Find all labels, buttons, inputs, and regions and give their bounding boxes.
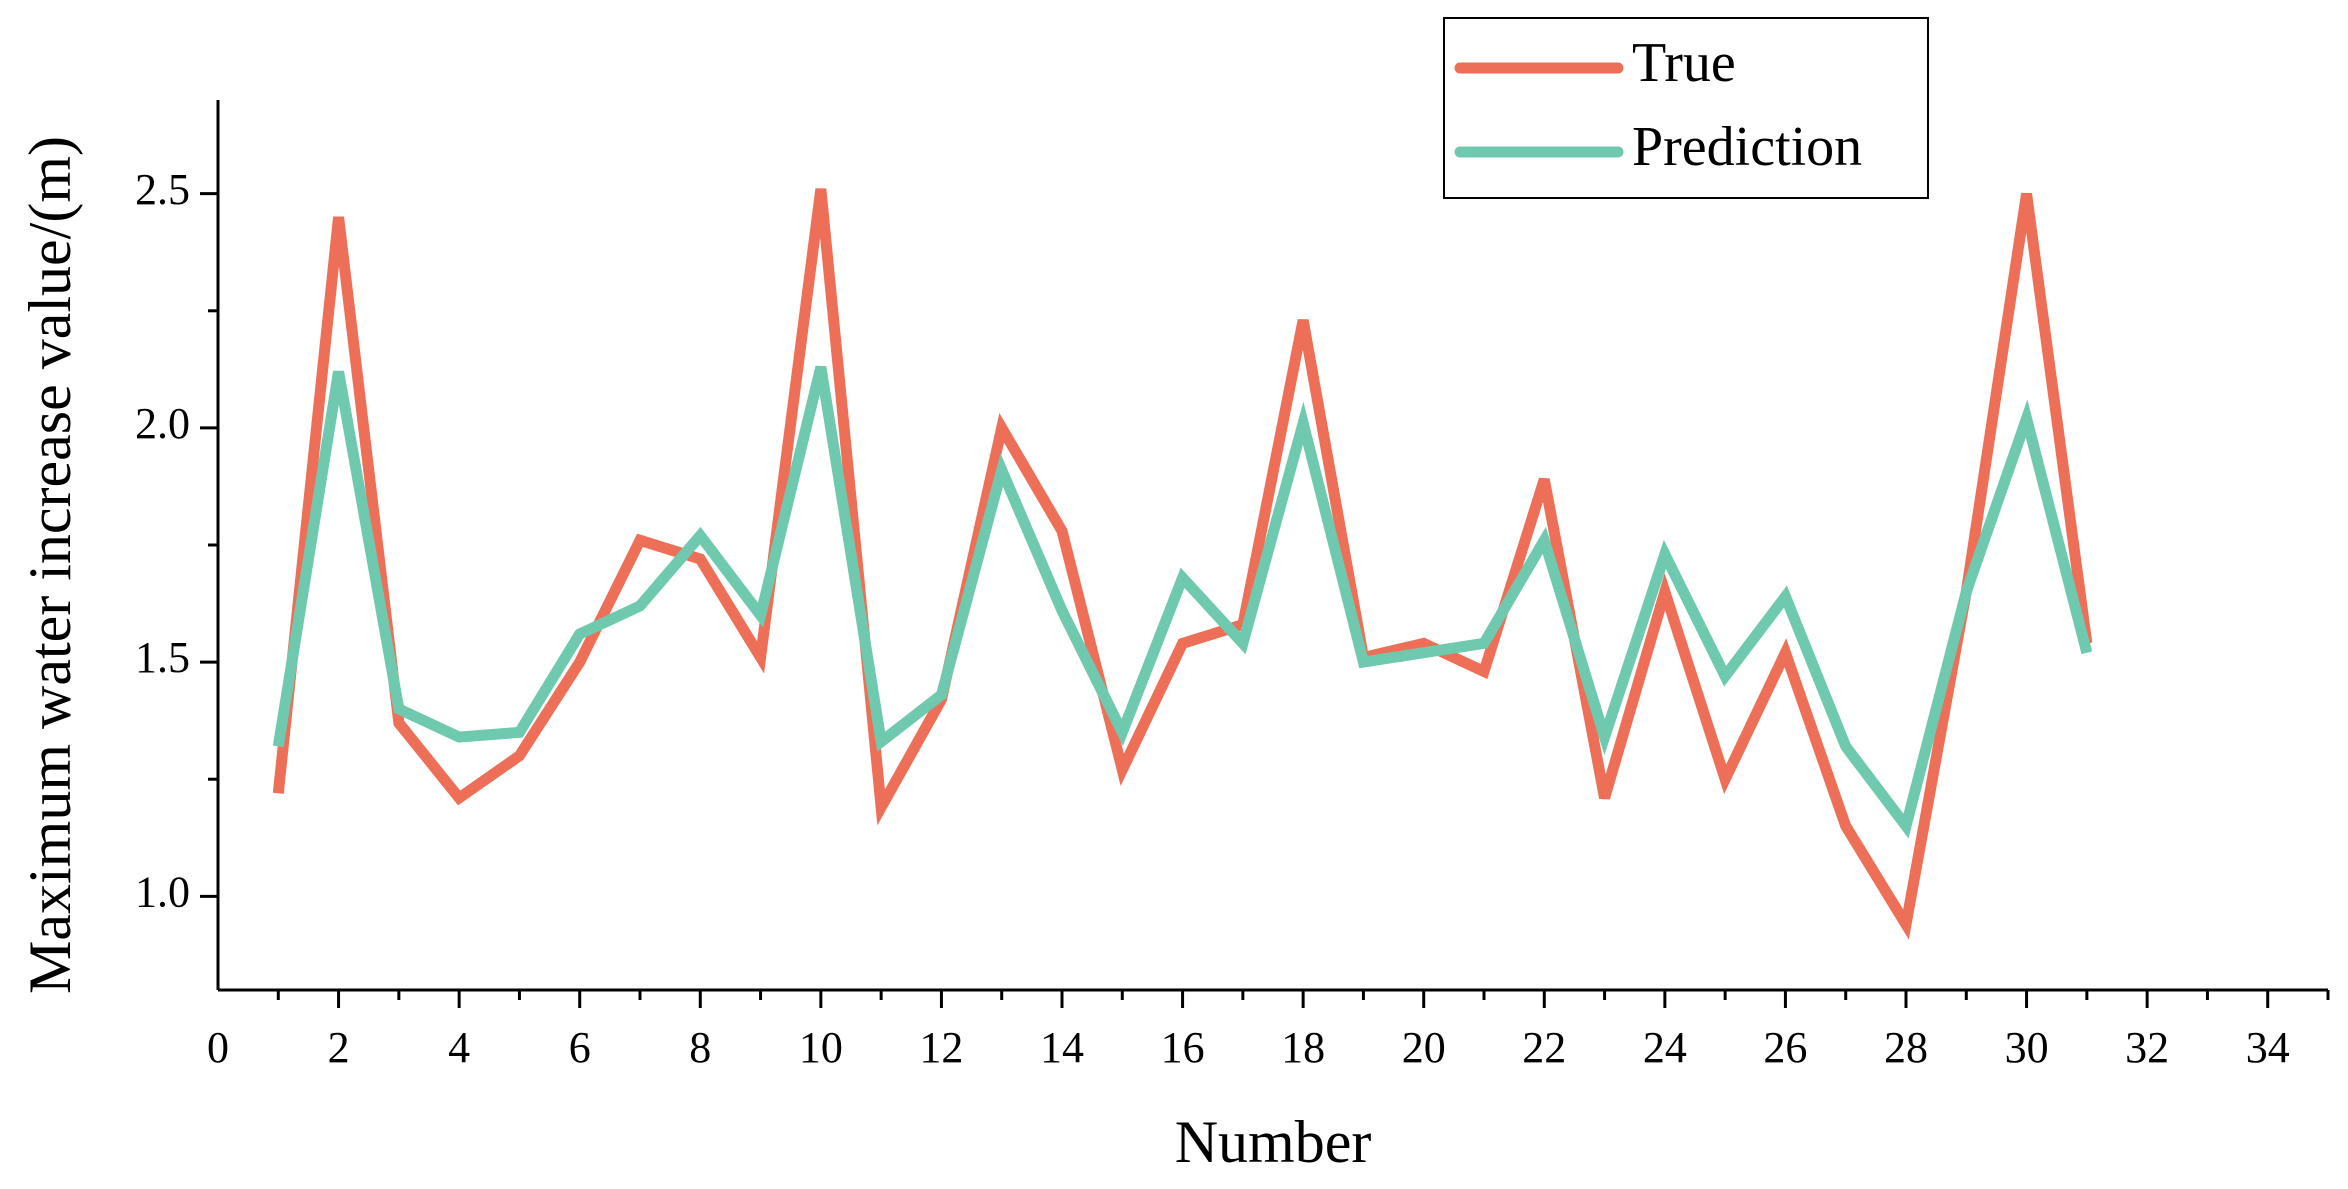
- legend-label-prediction: Prediction: [1632, 116, 1862, 178]
- x-tick-label: 8: [689, 1023, 711, 1072]
- x-tick-label: 0: [207, 1023, 229, 1072]
- y-tick-label: 1.0: [135, 867, 190, 916]
- legend-label-true: True: [1632, 32, 1736, 94]
- series-line-prediction: [272, 365, 2093, 839]
- x-tick-label: 30: [2005, 1023, 2049, 1072]
- x-axis-title: Number: [1175, 1109, 1372, 1175]
- x-tick-label: 22: [1522, 1023, 1566, 1072]
- x-tick-label: 20: [1402, 1023, 1446, 1072]
- x-tick-label: 14: [1040, 1023, 1084, 1072]
- x-tick-label: 16: [1161, 1023, 1205, 1072]
- x-tick-label: 26: [1763, 1023, 1807, 1072]
- x-tick-label: 34: [2246, 1023, 2290, 1072]
- x-ticks: 0 2 4 6 8 10 12 14 16 18 20 22 24 26 28 30 32 34: [207, 990, 2330, 1072]
- x-tick-label: 28: [1884, 1023, 1928, 1072]
- y-tick-label: 2.0: [135, 399, 190, 448]
- x-tick-label: 32: [2125, 1023, 2169, 1072]
- x-tick-label: 10: [799, 1023, 843, 1072]
- y-axis-title: Maximum water increase value/(m): [17, 136, 83, 994]
- series-line-true: [272, 188, 2093, 940]
- series-layer: [272, 188, 2093, 940]
- y-tick-label: 2.5: [135, 165, 190, 214]
- y-tick-label: 1.5: [135, 633, 190, 682]
- y-ticks: 1.0 1.5 2.0 2.5: [135, 165, 218, 916]
- legend-box: [1443, 17, 1929, 199]
- x-tick-label: 12: [919, 1023, 963, 1072]
- x-tick-label: 24: [1643, 1023, 1687, 1072]
- x-tick-label: 18: [1281, 1023, 1325, 1072]
- x-tick-label: 6: [569, 1023, 591, 1072]
- x-tick-label: 2: [328, 1023, 350, 1072]
- legend: True Prediction: [1443, 17, 1929, 199]
- x-tick-label: 4: [448, 1023, 470, 1072]
